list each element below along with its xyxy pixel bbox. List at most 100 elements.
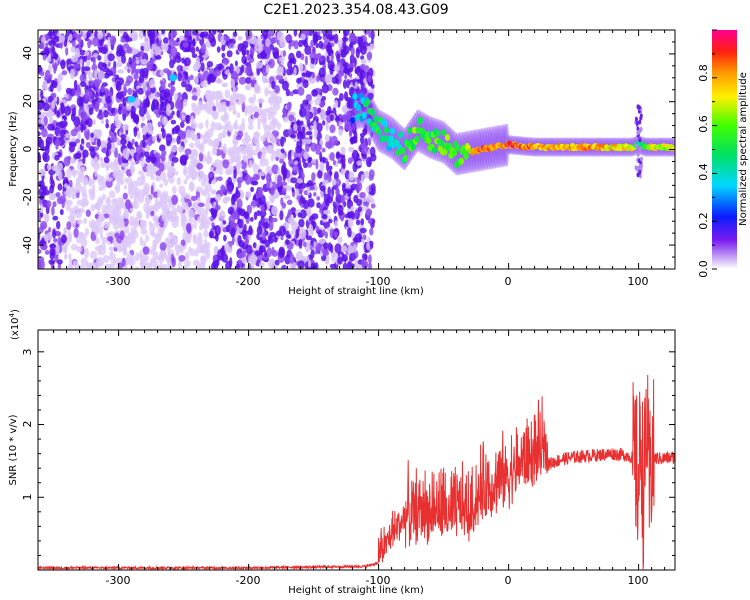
- spectrogram-speckle: [232, 210, 239, 217]
- spectrogram-speckle: [298, 227, 307, 239]
- spectrogram-speckle: [175, 250, 180, 257]
- spectrogram-speckle: [333, 33, 339, 44]
- spectrogram-speckle: [92, 36, 99, 47]
- spectrogram-speckle: [197, 72, 202, 79]
- spectrogram-speckle: [70, 129, 78, 137]
- spectrogram-speckle: [190, 195, 197, 202]
- spectrogram-speckle: [359, 227, 367, 234]
- trace-spike-point: [637, 105, 641, 111]
- spectrogram-speckle: [232, 139, 239, 145]
- spectrogram-speckle: [140, 194, 145, 201]
- spectrogram-speckle: [54, 154, 60, 161]
- spectrogram-speckle: [300, 172, 305, 181]
- spectrogram-speckle: [365, 156, 372, 168]
- spectrogram-speckle: [338, 128, 343, 136]
- spectrogram-speckle: [257, 187, 264, 195]
- spectrogram-speckle: [348, 146, 355, 152]
- spectrogram-speckle: [39, 71, 45, 76]
- spectrogram-speckle: [274, 85, 280, 94]
- spectrogram-speckle: [265, 45, 272, 55]
- spectrogram-speckle: [275, 156, 280, 162]
- spectrogram-speckle: [217, 132, 225, 139]
- spectrogram-marks: [38, 30, 675, 269]
- spectrogram-speckle: [360, 58, 367, 65]
- spectrogram-speckle: [91, 184, 96, 192]
- spectrogram-speckle: [221, 82, 228, 88]
- spectrogram-speckle: [298, 218, 305, 228]
- spectrogram-speckle: [161, 149, 167, 157]
- spectrogram-speckle: [281, 164, 285, 176]
- spectrogram-speckle: [258, 197, 262, 205]
- spectrogram-speckle: [288, 158, 294, 167]
- spectrogram-speckle: [120, 134, 127, 139]
- spectrogram-speckle: [140, 157, 146, 168]
- spectrogram-speckle: [42, 151, 47, 161]
- spectrogram-speckle: [98, 246, 107, 256]
- spectrogram-speckle: [297, 212, 302, 218]
- spectrogram-speckle: [160, 250, 165, 258]
- spectrogram-speckle: [287, 101, 292, 112]
- spectrogram-speckle: [115, 85, 119, 90]
- spectrogram-speckle: [276, 30, 284, 41]
- spectrogram-speckle: [80, 237, 88, 248]
- spectrogram-speckle: [75, 245, 83, 253]
- spectrogram-speckle: [100, 85, 106, 93]
- spectrogram-speckle: [182, 42, 189, 48]
- spectrogram-speckle: [275, 148, 281, 157]
- spectrogram-speckle: [90, 132, 94, 138]
- spectrogram-speckle: [159, 95, 164, 104]
- spectrogram-speckle: [331, 76, 339, 84]
- spectrogram-speckle: [102, 255, 110, 263]
- spectrogram-speckle: [290, 134, 296, 139]
- spectrogram-speckle: [315, 225, 320, 232]
- spectrogram-speckle: [51, 125, 55, 131]
- spectrogram-speckle: [207, 150, 211, 160]
- spectrogram-speckle: [344, 120, 351, 130]
- spectrogram-speckle: [45, 144, 50, 155]
- trace-spike-point: [634, 165, 638, 171]
- spectrogram-speckle: [199, 223, 204, 231]
- spectrogram-speckle: [346, 211, 351, 218]
- spectrogram-speckle: [342, 61, 349, 69]
- spectrogram-speckle: [264, 124, 271, 134]
- top-xtick-label: -100: [366, 275, 391, 288]
- spectrogram-speckle: [138, 106, 146, 117]
- spectrogram-speckle: [326, 55, 330, 63]
- spectrogram-speckle: [178, 260, 182, 269]
- spectrogram-speckle: [271, 246, 275, 255]
- spectrogram-speckle: [38, 119, 44, 124]
- spectrogram-speckle: [157, 40, 162, 47]
- spectrogram-speckle: [209, 74, 216, 83]
- spectrogram-speckle: [325, 160, 330, 172]
- spectrogram-speckle: [279, 56, 285, 62]
- spectrogram-speckle: [354, 81, 358, 90]
- spectrogram-speckle: [113, 116, 118, 121]
- spectrogram-speckle: [230, 227, 236, 238]
- spectrogram-speckle: [347, 188, 351, 198]
- spectrogram-speckle: [64, 183, 68, 188]
- spectrogram-speckle: [187, 208, 195, 219]
- spectrogram-speckle: [125, 199, 131, 210]
- spectrogram-speckle: [113, 158, 118, 167]
- spectrogram-speckle: [317, 107, 322, 114]
- spectrogram-speckle: [277, 175, 283, 185]
- spectrogram-speckle: [271, 135, 276, 142]
- spectrogram-speckle: [201, 214, 206, 220]
- spectrogram-speckle: [257, 121, 261, 130]
- spectrogram-speckle: [52, 228, 57, 239]
- spectrogram-speckle: [266, 89, 272, 95]
- spectrogram-speckle: [44, 49, 50, 55]
- spectrogram-speckle: [202, 221, 210, 230]
- spectrogram-speckle: [43, 116, 48, 126]
- spectrogram-speckle: [347, 218, 354, 228]
- spectrogram-speckle: [77, 208, 85, 214]
- spectrogram-speckle: [252, 105, 259, 113]
- spectrogram-speckle: [77, 131, 81, 140]
- spectrogram-speckle: [222, 58, 230, 65]
- colorbar-label: Normalized spectral amplitude: [738, 72, 749, 226]
- trace-point: [426, 137, 432, 145]
- spectrogram-speckle: [52, 35, 60, 43]
- spectrogram-speckle: [60, 234, 67, 244]
- spectrogram-speckle: [110, 135, 118, 143]
- spectrogram-speckle: [305, 138, 312, 145]
